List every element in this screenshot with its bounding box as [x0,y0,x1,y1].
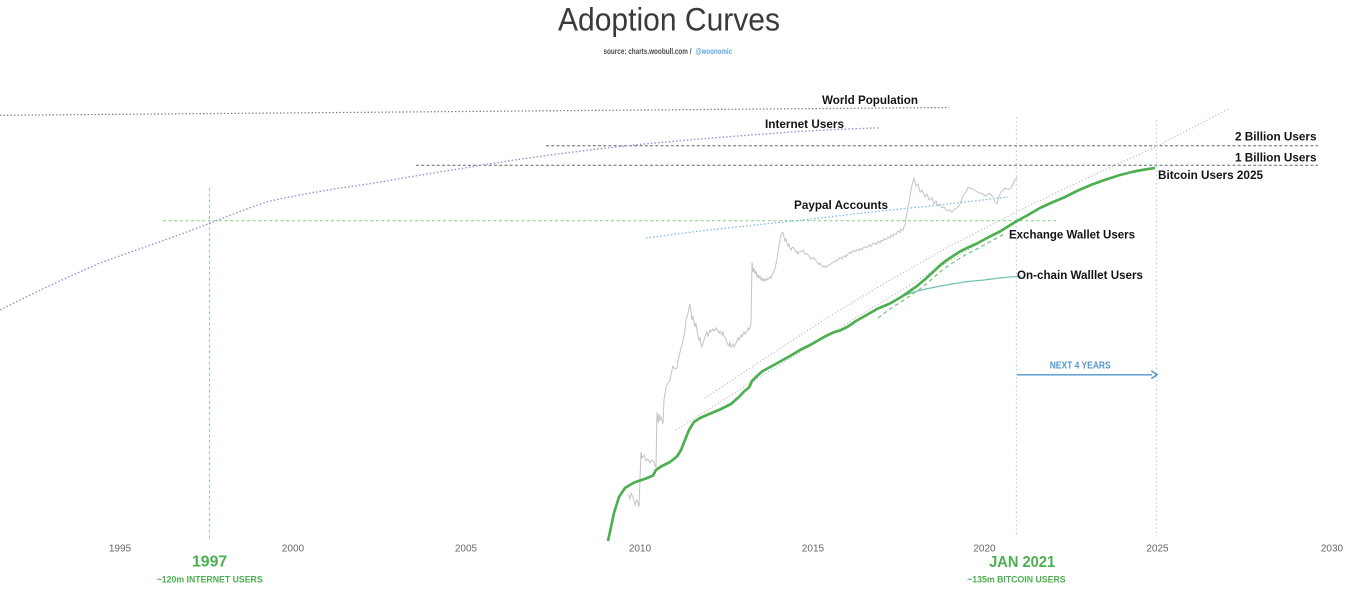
svg-text:@woonomic: @woonomic [696,47,733,56]
svg-text:~135m BITCOIN USERS: ~135m BITCOIN USERS [967,575,1066,585]
svg-text:JAN 2021: JAN 2021 [989,554,1055,571]
svg-text:Paypal Accounts: Paypal Accounts [794,198,888,212]
svg-text:2005: 2005 [455,544,478,555]
svg-text:source: charts.woobull.com /: source: charts.woobull.com / [604,47,693,56]
svg-text:2025: 2025 [1146,544,1169,555]
svg-text:Exchange Wallet Users: Exchange Wallet Users [1009,228,1135,242]
svg-text:NEXT 4 YEARS: NEXT 4 YEARS [1050,360,1111,371]
svg-text:1995: 1995 [109,544,132,555]
svg-text:Bitcoin Users 2025: Bitcoin Users 2025 [1158,168,1263,182]
svg-text:On-chain Walllet Users: On-chain Walllet Users [1017,268,1143,282]
svg-text:1997: 1997 [192,554,227,571]
svg-text:2000: 2000 [282,544,305,555]
svg-text:Internet Users: Internet Users [765,117,844,131]
svg-text:~120m INTERNET USERS: ~120m INTERNET USERS [157,574,263,584]
svg-text:2010: 2010 [629,544,652,555]
svg-text:Adoption Curves: Adoption Curves [558,2,780,38]
svg-text:2 Billion Users: 2 Billion Users [1235,130,1317,144]
svg-text:1 Billion Users: 1 Billion Users [1235,151,1317,165]
svg-text:2030: 2030 [1321,544,1344,555]
svg-text:2020: 2020 [973,544,996,555]
svg-text:2015: 2015 [802,544,825,555]
svg-text:World Population: World Population [822,93,918,107]
